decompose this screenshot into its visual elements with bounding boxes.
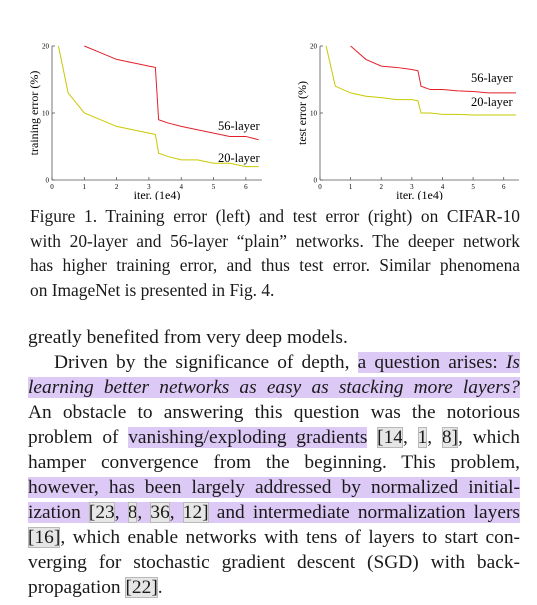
x-tick-label: 1 — [83, 183, 87, 191]
highlighted-text: learning better networks as easy as stac… — [28, 377, 520, 398]
text-run: An obstacle to answering this question w… — [28, 402, 520, 423]
x-tick-label: 1 — [349, 183, 353, 191]
highlighted-text: , — [137, 502, 151, 523]
text-run: greatly benefited from very deep models. — [28, 327, 348, 348]
citation: [14 — [377, 427, 403, 448]
text-run: verging for stochastic gradient descent … — [28, 552, 520, 573]
text-run: Driven by the significance of depth, — [54, 352, 358, 373]
y-axis-label: test error (%) — [295, 81, 309, 145]
series-line — [350, 45, 516, 94]
x-tick-label: 3 — [410, 183, 414, 191]
text-run: problem of — [28, 427, 129, 448]
text-line: learning better networks as easy as stac… — [28, 375, 520, 400]
highlighted-text: Is — [505, 352, 520, 373]
text-line: hamper convergence from the beginning. T… — [28, 450, 520, 475]
citation: [16] — [28, 527, 61, 548]
citation: 36 — [150, 502, 170, 523]
y-tick-label: 0 — [46, 177, 50, 185]
caption-line: on ImageNet is presented in Fig. 4. — [30, 279, 275, 300]
text-run: hamper convergence from the beginning. T… — [28, 452, 520, 473]
x-tick-label: 0 — [318, 183, 322, 191]
series-line — [84, 45, 259, 141]
highlighted-text: however, has been largely addressed by n… — [28, 477, 520, 498]
series-label: 56-layer — [471, 71, 513, 85]
highlighted-text: ization — [28, 502, 89, 523]
text-line: problem of vanishing/exploding gradients… — [28, 425, 520, 450]
x-tick-label: 4 — [179, 183, 183, 191]
y-tick-label: 10 — [310, 110, 318, 118]
figure-caption: Figure 1. Training error (left) and test… — [30, 204, 520, 302]
caption-line: Figure 1. Training error (left) and test… — [30, 206, 520, 226]
text-run: . — [157, 577, 163, 598]
body-text: greatly benefited from very deep models.… — [28, 325, 520, 600]
text-run: , which — [458, 427, 520, 448]
series-label: 20-layer — [218, 151, 260, 165]
x-tick-label: 6 — [244, 183, 248, 191]
x-tick-label: 0 — [50, 183, 54, 191]
x-tick-label: 4 — [441, 183, 445, 191]
text-line: greatly benefited from very deep models. — [28, 325, 520, 350]
text-line: An obstacle to answering this question w… — [28, 400, 520, 425]
caption-line: with 20-layer and 56-layer “plain” netwo… — [30, 230, 520, 251]
x-tick-label: 5 — [212, 183, 216, 191]
text-line: verging for stochastic gradient descent … — [28, 550, 520, 575]
caption-line: has higher training error, and thus test… — [30, 255, 520, 275]
series-label: 20-layer — [471, 95, 513, 109]
y-axis-label: training error (%) — [27, 71, 41, 156]
citation: 12] — [182, 502, 209, 523]
y-tick-label: 0 — [314, 177, 318, 185]
citation: 8 — [127, 502, 138, 523]
y-tick-label: 10 — [42, 110, 50, 118]
citation: [22] — [125, 577, 158, 598]
y-tick-label: 20 — [310, 43, 318, 51]
highlighted-text: vanishing/exploding gradients — [128, 427, 368, 448]
citation: [23 — [88, 502, 115, 523]
series-label: 56-layer — [218, 119, 260, 133]
text-run: , — [402, 427, 418, 448]
text-line: [16], which enable networks with tens of… — [28, 525, 520, 550]
highlighted-text: , — [114, 502, 128, 523]
text-line: however, has been largely addressed by n… — [28, 475, 520, 500]
text-run: , which enable networks with tens of lay… — [60, 527, 520, 548]
highlighted-text: and intermediate normalization layers — [208, 502, 520, 523]
x-tick-label: 2 — [115, 183, 119, 191]
series-line — [325, 45, 516, 116]
text-run: , — [427, 427, 442, 448]
text-run — [367, 427, 377, 448]
y-tick-label: 20 — [42, 43, 50, 51]
highlighted-text: , — [169, 502, 183, 523]
text-run: propagation — [28, 577, 126, 598]
x-tick-label: 2 — [379, 183, 383, 191]
x-axis-label: iter. (1e4) — [134, 188, 181, 200]
citation: 8] — [441, 427, 458, 448]
text-line: ization [23, 8, 36, 12] and intermediate… — [28, 500, 520, 525]
highlighted-text: a question arises: — [357, 352, 506, 373]
series-line — [57, 45, 259, 168]
citation: 1 — [417, 427, 428, 448]
x-tick-label: 6 — [502, 183, 506, 191]
x-axis-label: iter. (1e4) — [396, 188, 443, 200]
x-tick-label: 3 — [147, 183, 151, 191]
text-line: Driven by the significance of depth, a q… — [28, 350, 520, 375]
text-line: propagation [22]. — [28, 575, 520, 600]
x-tick-label: 5 — [471, 183, 475, 191]
